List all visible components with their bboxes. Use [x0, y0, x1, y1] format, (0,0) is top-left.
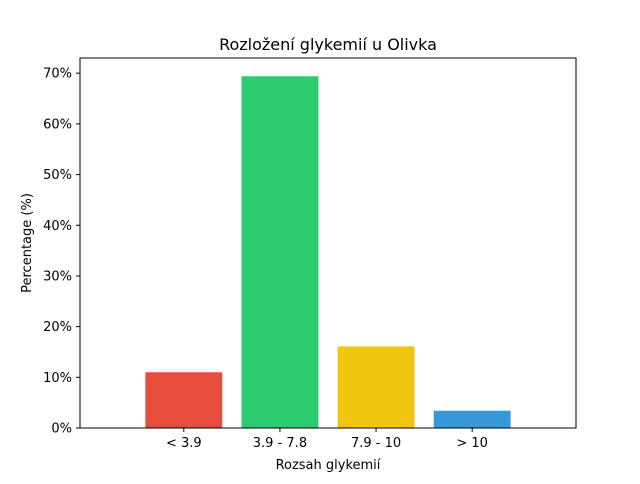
- bar-3: [433, 410, 511, 428]
- bar-0: [145, 372, 223, 428]
- plot-frame: [79, 57, 577, 429]
- bar-2: [337, 346, 415, 428]
- bars-group: [145, 76, 511, 428]
- y-tick-label: 10%: [43, 371, 72, 386]
- x-tick-label: 7.9 - 10: [351, 436, 401, 451]
- y-axis-ticks: 0% 10% 20% 30% 40% 50% 60% 70%: [43, 67, 80, 437]
- y-tick-label: 70%: [43, 67, 72, 82]
- y-tick-label: 50%: [43, 168, 72, 183]
- y-tick-label: 60%: [43, 117, 72, 132]
- y-tick-label: 0%: [51, 422, 72, 437]
- x-tick-label: 3.9 - 7.8: [253, 436, 307, 451]
- y-axis-label: Percentage (%): [20, 193, 35, 293]
- x-axis-ticks: < 3.9 3.9 - 7.8 7.9 - 10 > 10: [166, 428, 488, 451]
- bar-1: [241, 76, 319, 428]
- y-tick-label: 20%: [43, 320, 72, 335]
- y-tick-label: 30%: [43, 269, 72, 284]
- x-tick-label: < 3.9: [166, 436, 202, 451]
- x-tick-label: > 10: [456, 436, 488, 451]
- chart-title: Rozložení glykemií u Olivka: [219, 35, 437, 54]
- x-axis-label: Rozsah glykemií: [276, 458, 381, 473]
- y-tick-label: 40%: [43, 219, 72, 234]
